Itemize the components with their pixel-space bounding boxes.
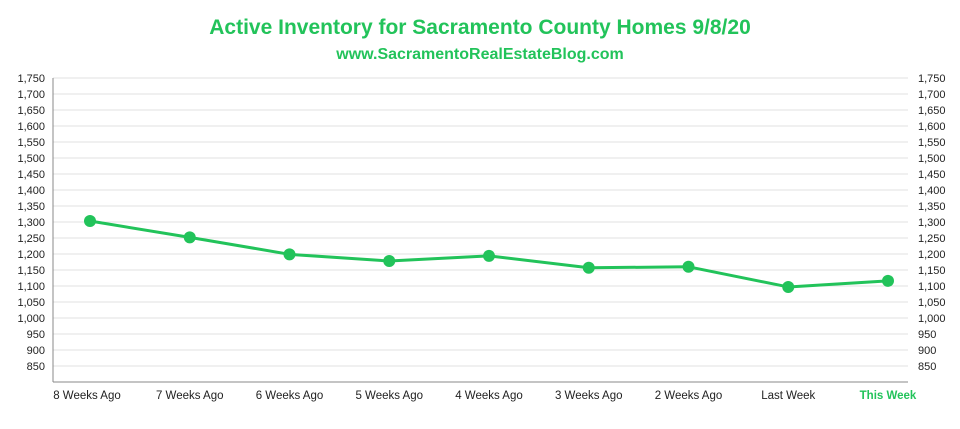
y-axis-right-ticks: 1,750 1,700 1,650 1,600 1,550 1,500 1,450 1,400… — [918, 73, 946, 373]
y-tick-label: 1,250 — [918, 233, 946, 245]
y-tick-label: 1,550 — [17, 137, 45, 149]
data-point — [84, 215, 96, 228]
x-tick-label: 6 Weeks Ago — [256, 390, 324, 402]
y-tick-label: 1,250 — [17, 233, 45, 245]
y-tick-label: 1,050 — [17, 297, 45, 309]
data-point — [283, 248, 296, 261]
x-tick-label: 8 Weeks Ago — [53, 390, 121, 402]
chart-title: Active Inventory for Sacramento County H… — [209, 16, 751, 39]
data-point — [582, 261, 595, 274]
series-active-inventory — [84, 215, 894, 293]
y-tick-label: 1,050 — [918, 297, 946, 309]
y-tick-label: 1,000 — [17, 313, 45, 325]
data-point — [882, 274, 894, 287]
x-axis-ticks: 8 Weeks Ago 7 Weeks Ago 6 Weeks Ago 5 Weeks… — [53, 390, 917, 402]
y-tick-label: 1,450 — [17, 169, 45, 181]
y-tick-label: 900 — [918, 345, 936, 357]
y-tick-label: 1,650 — [918, 105, 946, 117]
y-tick-label: 1,000 — [918, 313, 946, 325]
y-tick-label: 1,700 — [918, 89, 946, 101]
axes — [52, 78, 908, 383]
x-tick-label: Last Week — [761, 390, 815, 402]
y-tick-label: 1,100 — [918, 281, 946, 293]
y-tick-label: 1,100 — [17, 281, 45, 293]
y-tick-label: 1,350 — [918, 201, 946, 213]
x-tick-label: 4 Weeks Ago — [455, 390, 523, 402]
y-tick-label: 950 — [918, 329, 936, 341]
y-tick-label: 1,600 — [918, 121, 946, 133]
gridlines — [53, 77, 908, 367]
y-tick-label: 1,650 — [17, 105, 45, 117]
x-tick-label: 3 Weeks Ago — [555, 390, 623, 402]
y-tick-label: 1,750 — [17, 73, 45, 85]
y-tick-label: 850 — [27, 361, 45, 373]
x-tick-label: 2 Weeks Ago — [655, 390, 723, 402]
y-tick-label: 1,200 — [17, 249, 45, 261]
chart-subtitle: www.SacramentoRealEstateBlog.com — [336, 46, 624, 63]
y-tick-label: 1,750 — [918, 73, 946, 85]
y-tick-label: 1,550 — [918, 137, 946, 149]
y-tick-label: 1,300 — [918, 217, 946, 229]
y-axis-left-ticks: 1,750 1,700 1,650 1,600 1,550 1,500 1,450 1,400… — [17, 73, 45, 373]
y-tick-label: 1,150 — [17, 265, 45, 277]
data-point — [782, 280, 795, 293]
y-tick-label: 950 — [27, 329, 45, 341]
y-tick-label: 1,600 — [17, 121, 45, 133]
y-tick-label: 1,350 — [17, 201, 45, 213]
y-tick-label: 1,400 — [17, 185, 45, 197]
y-tick-label: 900 — [27, 345, 45, 357]
x-tick-label: 7 Weeks Ago — [156, 390, 224, 402]
data-point — [183, 231, 196, 244]
y-tick-label: 1,700 — [17, 89, 45, 101]
y-tick-label: 1,500 — [918, 153, 946, 165]
data-point — [682, 260, 695, 273]
data-point — [483, 249, 495, 262]
y-tick-label: 1,400 — [918, 185, 946, 197]
data-point — [383, 255, 396, 268]
y-tick-label: 1,500 — [17, 153, 45, 165]
y-tick-label: 850 — [918, 361, 936, 373]
x-tick-label: This Week — [860, 390, 917, 402]
x-tick-label: 5 Weeks Ago — [355, 390, 423, 402]
y-tick-label: 1,300 — [17, 217, 45, 229]
y-tick-label: 1,200 — [918, 249, 946, 261]
y-tick-label: 1,450 — [918, 169, 946, 181]
y-tick-label: 1,150 — [918, 265, 946, 277]
